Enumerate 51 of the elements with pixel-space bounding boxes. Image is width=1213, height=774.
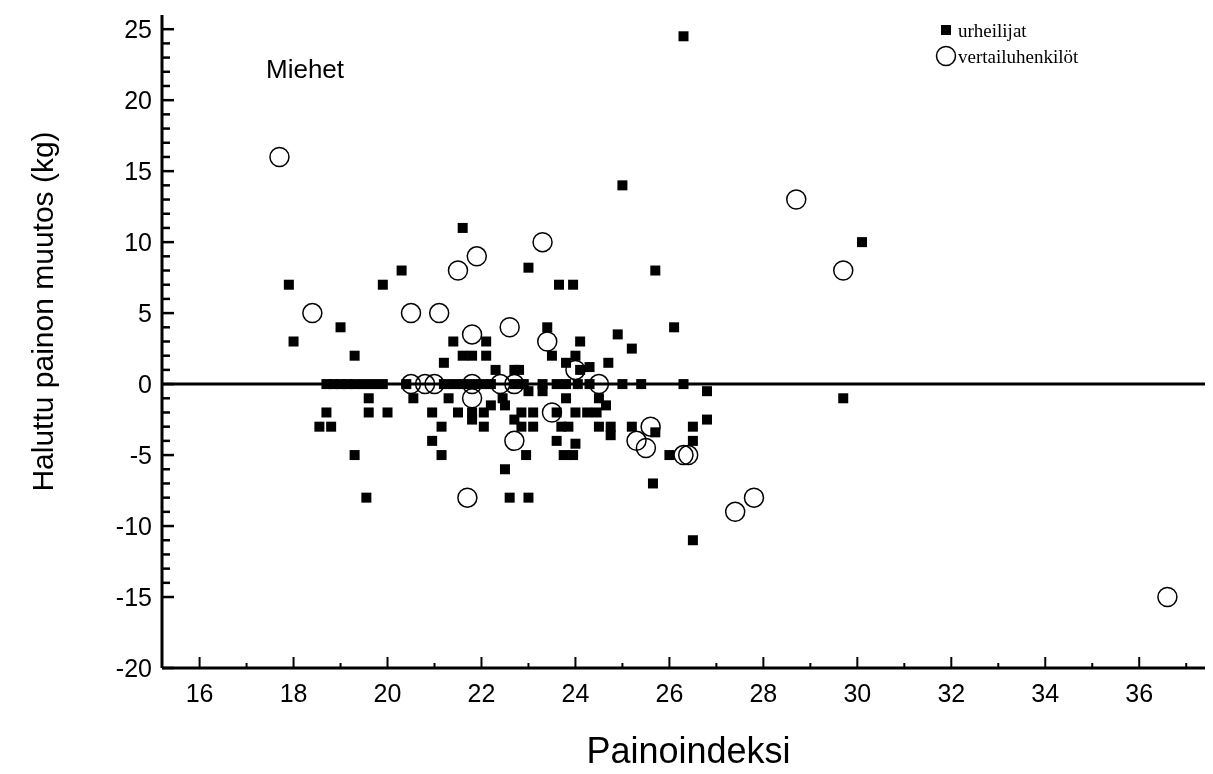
y-tick-label: 10: [124, 227, 152, 256]
point: [743, 487, 765, 508]
x-tick-label: 22: [467, 679, 496, 707]
point: [499, 317, 520, 338]
point: [635, 437, 657, 459]
point: [677, 444, 699, 466]
x-tick-label: 28: [749, 679, 778, 707]
x-tick-label: 24: [561, 679, 590, 707]
y-tick-label: 20: [124, 85, 152, 114]
x-tick-label: 36: [1125, 679, 1154, 707]
point: [673, 444, 694, 466]
y-tick-label: 25: [124, 14, 152, 43]
y-tick-label: -10: [115, 511, 152, 540]
point: [400, 302, 422, 324]
text: Miehet: [266, 54, 345, 84]
x-tick-label: 32: [937, 679, 966, 707]
y-tick-label: -20: [115, 653, 152, 682]
point: [724, 501, 746, 523]
point: [269, 146, 290, 168]
point: [832, 260, 854, 281]
y-tick-label: 5: [138, 298, 152, 327]
x-tick-label: 26: [655, 679, 684, 707]
x-tick-label: 20: [373, 679, 402, 707]
point: [302, 302, 323, 324]
legend-label: urheilijat: [958, 19, 1028, 41]
legend-label: vertailuhenkilöt: [958, 45, 1080, 67]
point: [447, 260, 469, 281]
point: [457, 487, 478, 508]
point: [786, 189, 807, 210]
point: [626, 430, 647, 452]
point: [541, 402, 563, 423]
y-axis-title: Haluttu painon muutos (kg): [26, 131, 59, 492]
x-tick-label: 30: [843, 679, 872, 707]
x-tick-label: 18: [279, 679, 308, 707]
x-tick-label: 34: [1031, 679, 1060, 707]
point: [504, 430, 525, 452]
y-tick-label: -15: [115, 582, 152, 611]
point: [466, 246, 488, 267]
y-tick-label: -5: [129, 440, 152, 469]
point: [532, 231, 553, 253]
point: [414, 373, 436, 395]
point: [461, 324, 483, 345]
x-tick-label: 16: [185, 679, 214, 707]
point: [400, 373, 422, 395]
point: [428, 302, 450, 324]
point: [537, 331, 558, 352]
point: [1157, 586, 1178, 608]
y-tick-label: 0: [138, 369, 152, 398]
y-tick-label: 15: [124, 156, 152, 185]
point: [640, 416, 661, 437]
x-axis-title: Painoindeksi: [586, 730, 791, 771]
